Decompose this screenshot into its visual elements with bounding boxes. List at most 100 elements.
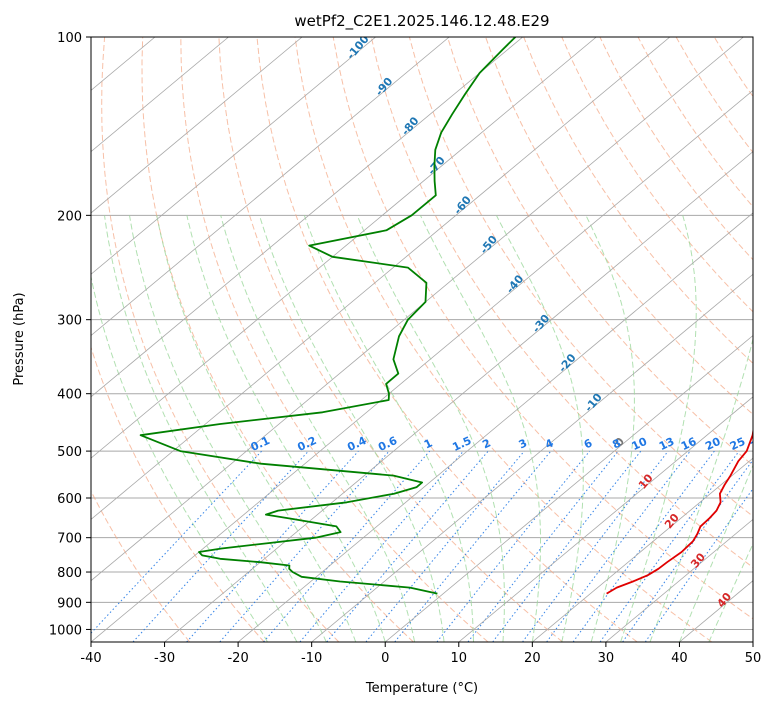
isotherm-line — [91, 37, 450, 337]
isotherm-line — [0, 37, 8, 642]
dry-adiabats — [91, 37, 753, 642]
isotherm-label: -40 — [504, 272, 527, 296]
dry-adiabat — [370, 37, 753, 569]
moist-adiabat — [585, 215, 635, 642]
x-tick-label: 30 — [598, 651, 615, 666]
dry-adiabat — [294, 37, 713, 642]
y-tick-label: 600 — [57, 492, 82, 507]
y-tick-label: 300 — [57, 314, 82, 329]
isotherm-line — [91, 37, 744, 582]
mixing-ratio-line — [394, 450, 552, 642]
isotherm-label: -80 — [399, 114, 422, 138]
isotherm-line — [458, 396, 753, 642]
moist-adiabat — [419, 215, 541, 642]
mixing-ratio-line — [132, 450, 309, 642]
mixing-ratio-line — [644, 487, 753, 642]
isotherm-line — [237, 212, 753, 642]
x-tick-label: 0 — [381, 651, 389, 666]
isotherm-line — [605, 518, 753, 642]
dry-adiabat — [141, 37, 414, 642]
isotherm-line — [532, 457, 753, 642]
dry-adiabat — [637, 37, 753, 208]
chart-title: wetPf2_C2E1.2025.146.12.48.E29 — [294, 12, 549, 31]
plot-area: -100-90-80-70-60-50-40-30-20-10010203040… — [0, 37, 775, 642]
moist-adiabat — [220, 215, 416, 642]
moist-adiabat — [708, 542, 753, 642]
x-tick-label: -40 — [80, 651, 101, 666]
moist-adiabat — [356, 215, 505, 642]
plot-frame — [90, 36, 754, 643]
dry-adiabat — [447, 37, 753, 467]
mixing-ratio-label: 30 — [748, 435, 768, 453]
y-axis-ticks: 100 200 300 400 500 600 700 800 900 1000 — [49, 31, 91, 638]
y-axis-label: Pressure (hPa) — [12, 292, 27, 385]
isotherm-line — [311, 273, 753, 642]
y-tick-label: 100 — [57, 31, 82, 46]
moist-adiabat — [495, 215, 584, 642]
isotherm-label: 20 — [662, 511, 682, 531]
mixing-ratio-line — [219, 450, 390, 642]
y-tick-label: 500 — [57, 445, 82, 460]
mixing-ratio-line — [522, 450, 669, 642]
y-tick-label: 800 — [57, 566, 82, 581]
dry-adiabat — [101, 37, 340, 642]
mixing-ratio-line — [572, 450, 715, 642]
x-tick-label: 10 — [451, 651, 468, 666]
mixing-ratio-line — [299, 450, 464, 642]
isotherm-line — [91, 37, 376, 275]
moist-adiabat — [129, 215, 327, 642]
dry-adiabat — [218, 37, 563, 642]
mixing-ratio-line — [599, 450, 740, 642]
isotherm-line — [679, 580, 753, 642]
isotherm-label: 30 — [688, 550, 708, 570]
mixing-ratio-label: 10 — [630, 435, 650, 453]
dry-adiabat — [713, 37, 753, 98]
moist-adiabat — [303, 215, 474, 642]
y-tick-label: 400 — [57, 388, 82, 403]
dewpoint-profile — [139, 37, 517, 595]
moist-adiabat — [258, 215, 445, 642]
x-tick-label: -10 — [301, 651, 322, 666]
mixing-ratio-label: 16 — [679, 435, 699, 453]
isotherm-line — [91, 37, 597, 459]
mixing-ratio-label: 4 — [543, 436, 556, 451]
moist-adiabat — [649, 337, 753, 642]
isotherm-line — [91, 37, 303, 214]
x-tick-label: -20 — [227, 651, 248, 666]
moist-adiabat — [91, 274, 268, 642]
isotherm-label: -60 — [451, 193, 474, 217]
mixing-ratio-label: 20 — [703, 435, 723, 453]
isotherm-line — [384, 334, 753, 642]
dry-adiabat — [91, 345, 265, 642]
mixing-ratio-line — [326, 450, 489, 642]
y-tick-label: 1000 — [49, 623, 82, 638]
isotherm-line — [91, 89, 753, 642]
mixing-ratio-label: 36 — [769, 435, 775, 453]
dry-adiabat — [256, 37, 638, 642]
y-tick-label: 700 — [57, 532, 82, 547]
gridlines — [91, 37, 753, 630]
y-tick-label: 900 — [57, 596, 82, 611]
isotherm-label: -70 — [425, 154, 448, 178]
dry-adiabat — [180, 37, 489, 642]
y-tick-label: 200 — [57, 209, 82, 224]
mixing-ratio-label: 2 — [480, 436, 492, 451]
mixing-ratio-line — [546, 450, 691, 642]
isotherm-label: -20 — [556, 351, 579, 375]
mixing-ratio-label: 13 — [657, 435, 676, 453]
mixing-ratio-line — [186, 450, 359, 642]
dry-adiabat — [485, 37, 753, 416]
x-tick-label: -30 — [154, 651, 175, 666]
mixing-ratio-lines — [91, 450, 753, 642]
mixing-ratio-line — [467, 450, 619, 642]
x-tick-label: 40 — [671, 651, 688, 666]
isotherm-line — [91, 37, 524, 398]
mixing-ratio-label: 3 — [517, 436, 529, 451]
x-tick-label: 50 — [745, 651, 762, 666]
mixing-ratio-line — [91, 450, 263, 634]
isotherm-line — [752, 641, 753, 642]
isotherm-line — [91, 37, 229, 153]
mixing-ratio-label: 25 — [728, 435, 747, 453]
moist-adiabats — [91, 215, 753, 642]
x-axis-label: Temperature (°C) — [365, 681, 478, 696]
